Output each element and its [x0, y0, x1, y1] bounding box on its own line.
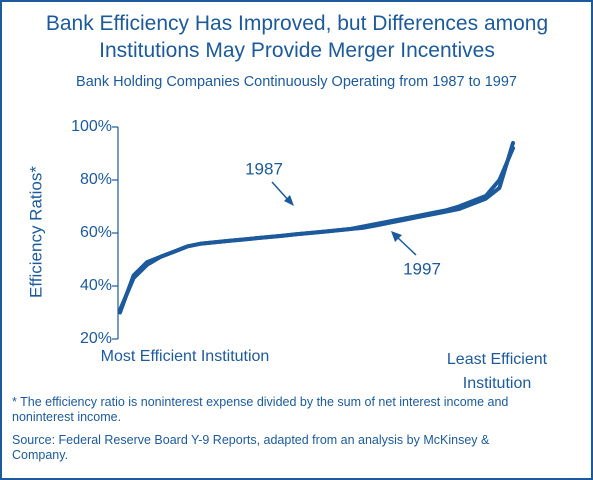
chart-title: Bank Efficiency Has Improved, but Differ…: [45, 12, 549, 62]
arrow-head: [284, 195, 294, 206]
y-tick-label: 100%: [71, 118, 112, 135]
series-line: [118, 140, 515, 315]
arrow-head: [391, 231, 402, 242]
y-tick-label: 20%: [80, 330, 112, 347]
footnote: * The efficiency ratio is noninterest ex…: [12, 395, 509, 424]
y-tick-label: 40%: [80, 277, 112, 294]
series-label: 1997: [403, 259, 441, 278]
x-axis-label: Most Efficient Institution: [100, 348, 270, 365]
y-tick-label: 60%: [80, 224, 112, 241]
arrow: [395, 235, 417, 256]
series-label: 1987: [245, 159, 283, 178]
series-line: [118, 146, 515, 312]
chart-subtitle: Bank Holding Companies Continuously Oper…: [76, 74, 517, 90]
source: Source: Federal Reserve Board Y-9 Report…: [12, 433, 490, 462]
y-axis-label: Efficiency Ratios*: [26, 166, 45, 298]
y-tick-label: 80%: [80, 171, 112, 188]
x-axis-label: Least Efficient Institution: [446, 351, 548, 392]
